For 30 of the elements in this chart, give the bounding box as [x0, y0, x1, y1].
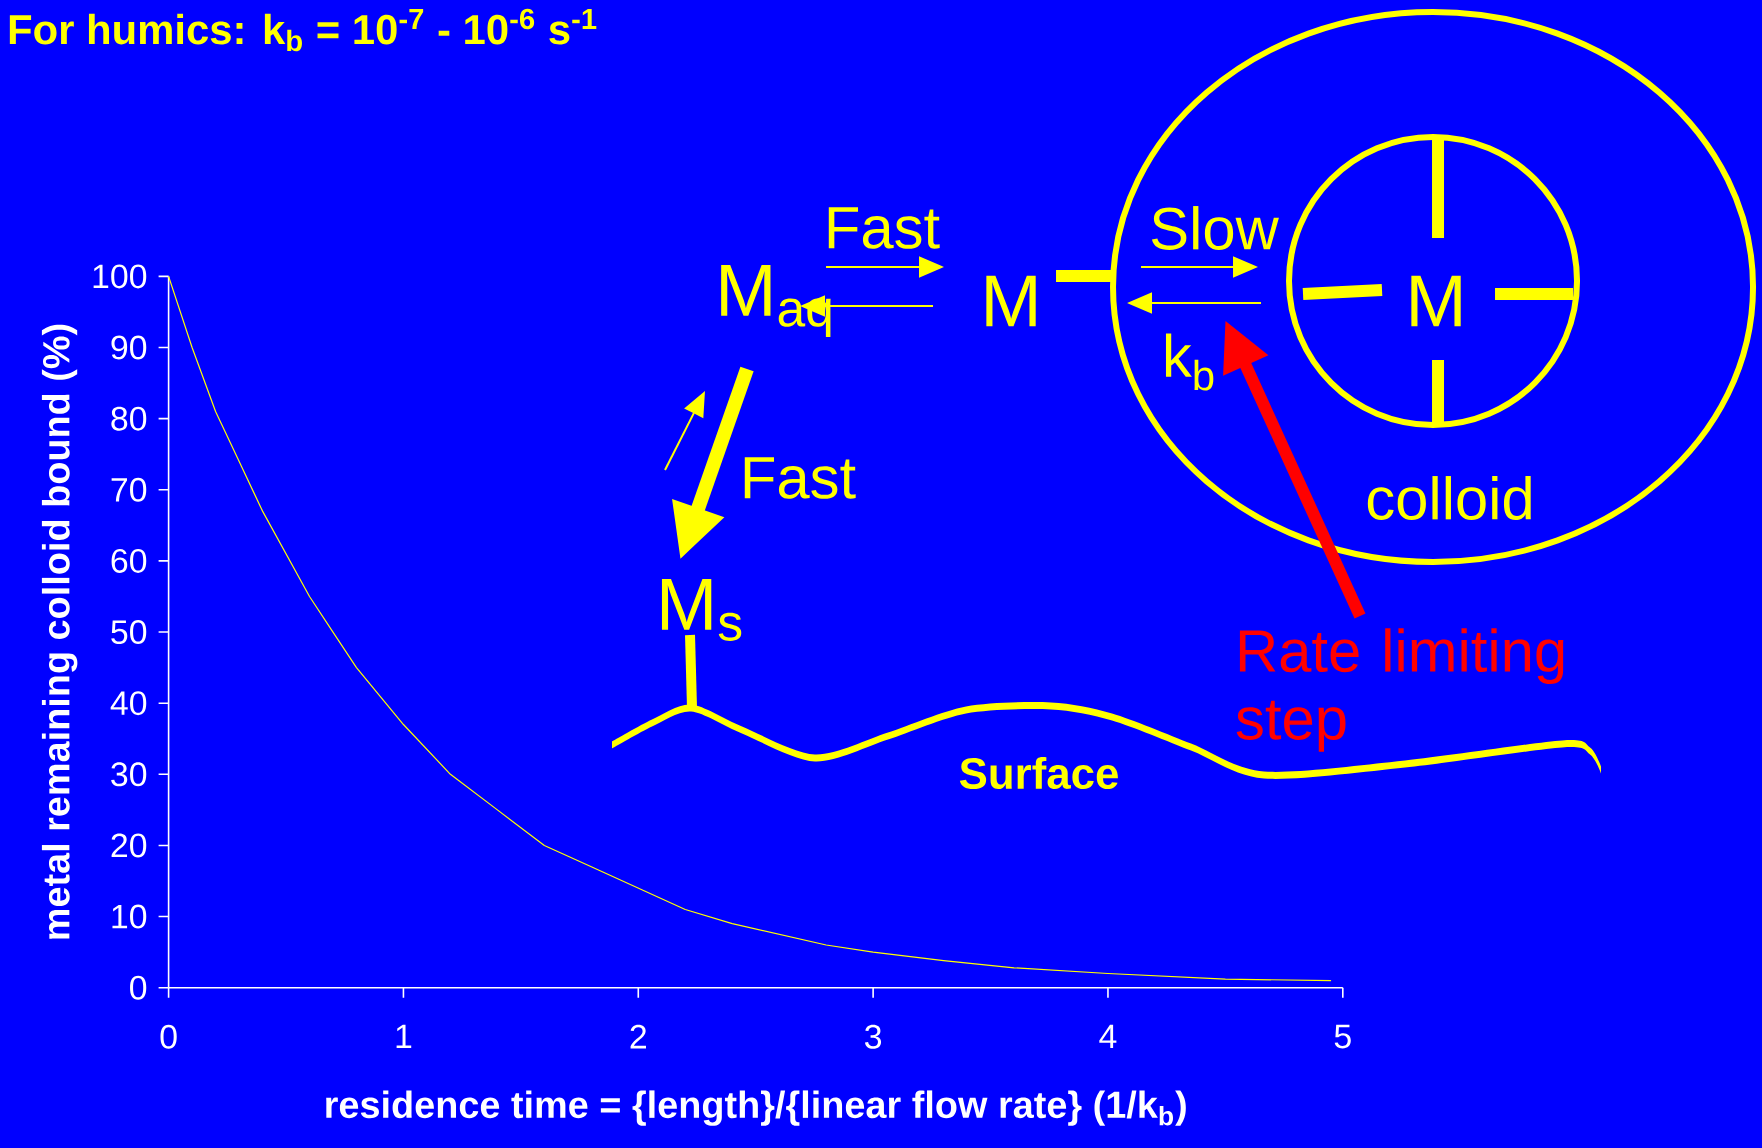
- y-tick-label: 10: [112, 904, 147, 929]
- annotation: Surface: [959, 756, 1118, 790]
- y-tick-label: 50: [111, 620, 147, 645]
- annotation: M: [986, 275, 1036, 327]
- x-tick-label: 0: [160, 1024, 177, 1049]
- text: M: [1411, 275, 1461, 327]
- y-tick-label: 20: [111, 833, 147, 858]
- y-axis-title: metal remaining colloid bound (%): [41, 324, 78, 939]
- x-tick-label: 1: [396, 1024, 412, 1049]
- y-tick-label: 80: [111, 406, 147, 431]
- y-tick-label: 0: [130, 975, 147, 1000]
- y-tick-label: 40: [110, 691, 147, 716]
- x-tick-label: 5: [1334, 1024, 1351, 1049]
- x-tick-label: 2: [630, 1024, 646, 1049]
- annotation: Fast: [744, 457, 856, 499]
- x-tick-label: 4: [1099, 1024, 1117, 1049]
- y-tick-label: 70: [111, 477, 147, 502]
- text: colloid: [1367, 476, 1531, 520]
- y-tick-label: 60: [111, 548, 147, 573]
- annotation: Rate limiting step: [1236, 628, 1564, 752]
- x-axis-title: residence time = {length}/{linear flow rate} (1/k$_{b}$): [326, 1090, 1186, 1126]
- y-tick-label: 30: [111, 762, 147, 787]
- text: Fast: [828, 207, 940, 249]
- text: Slow: [1151, 206, 1279, 250]
- y-tick-label: 100: [93, 264, 147, 289]
- annotation: k$_{b}$: [1165, 333, 1214, 391]
- x-tick-label: 3: [864, 1024, 882, 1049]
- chart-title: For humics: k$_{b}$ = 10$^{-7}$ - 10$^{-6}$ s$^{-1}$: [9, 8, 597, 52]
- y-tick-label: 90: [111, 335, 147, 360]
- annotation: M$_{s}$: [661, 579, 742, 641]
